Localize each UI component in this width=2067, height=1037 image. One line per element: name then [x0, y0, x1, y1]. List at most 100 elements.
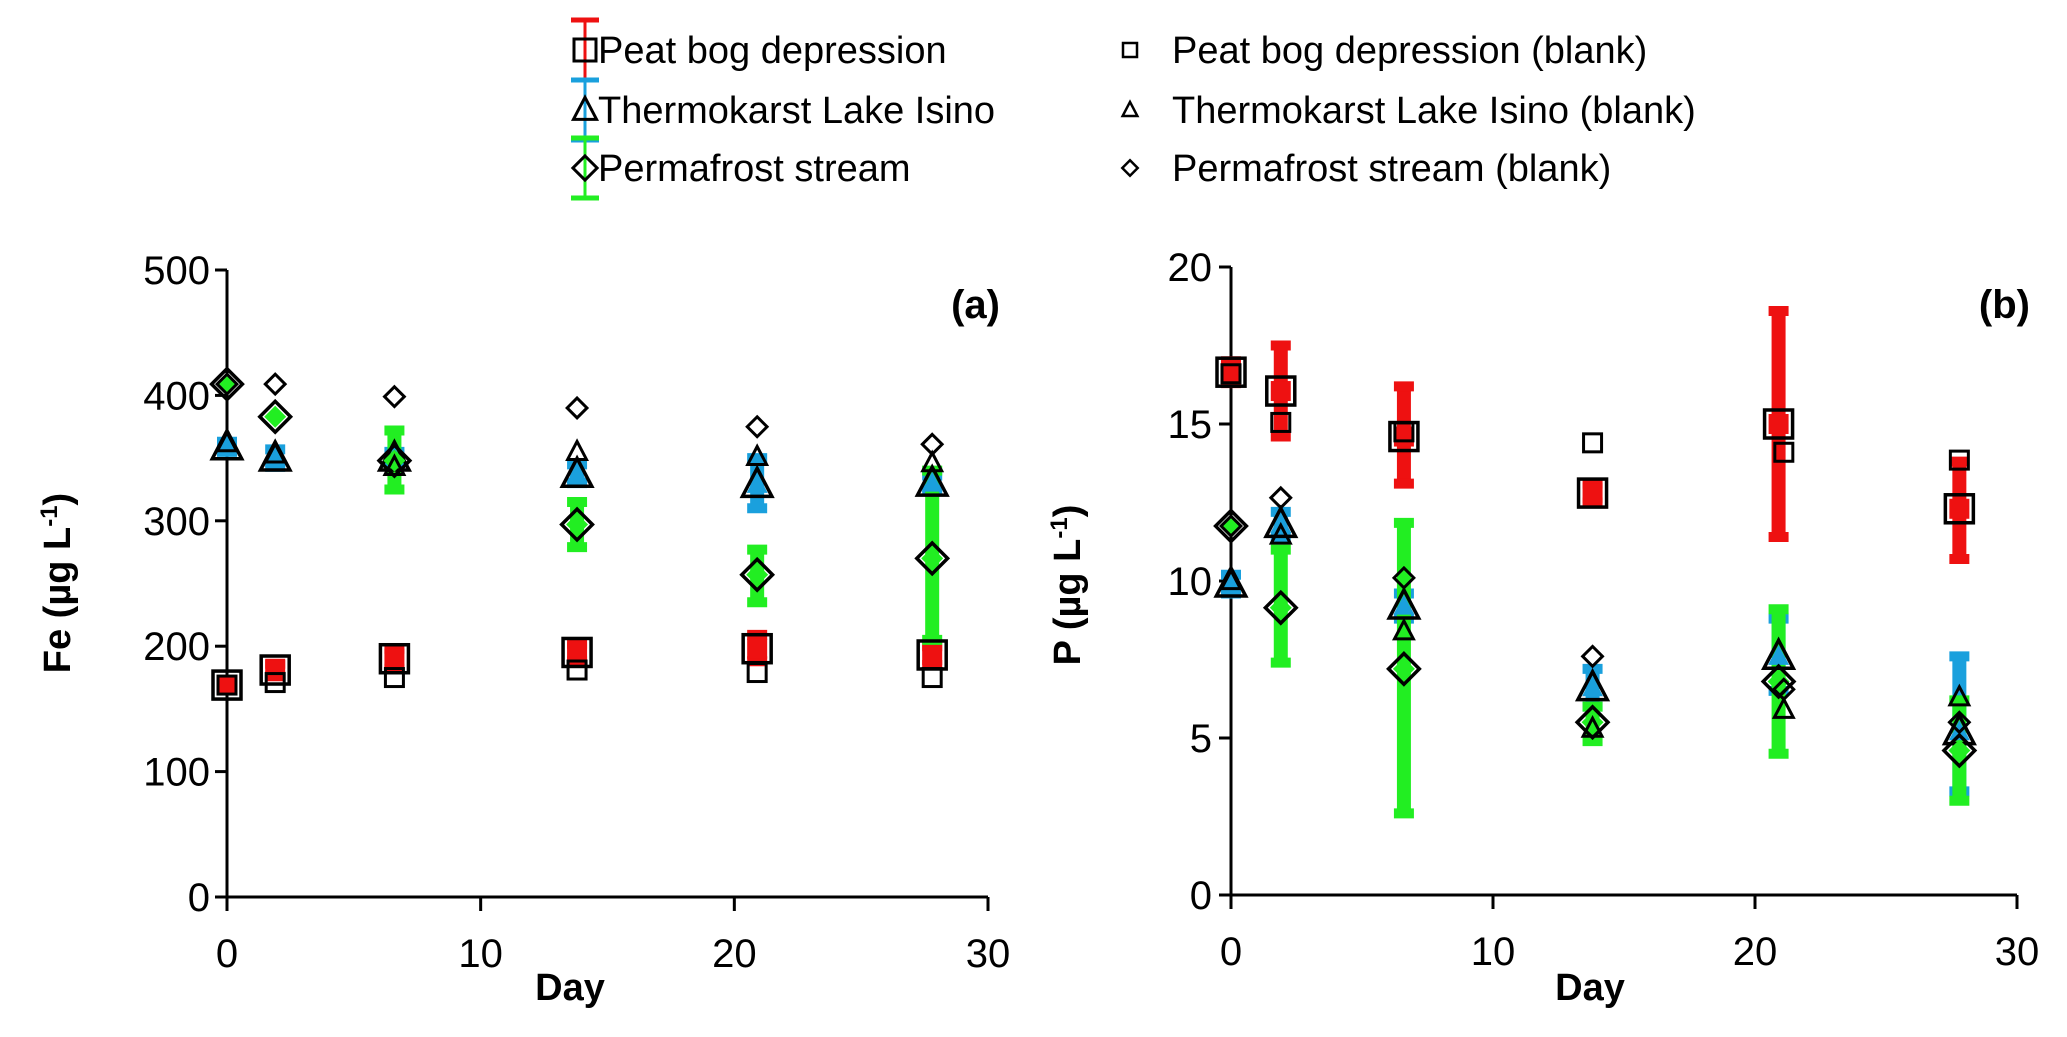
thermokarst-lake-isino-blank-marker: [920, 449, 945, 473]
thermokarst-lake-isino-marker: [1263, 504, 1299, 539]
y-tick-label: 5: [1190, 717, 1212, 761]
x-tick-label: 20: [712, 932, 757, 976]
thermokarst-lake-isino-marker-fill: [746, 472, 768, 493]
permafrost-stream-marker-fill: [1269, 596, 1292, 619]
permafrost-stream-marker-fill: [921, 547, 944, 570]
permafrost-stream-blank-marker: [214, 372, 240, 397]
peat-bog-depression-blank-marker: [566, 659, 588, 681]
x-tick-label: 0: [1220, 930, 1242, 974]
legend-diamond-icon: [570, 153, 600, 183]
legend-item-thermokarst-lake-isino-blank: Thermokarst Lake Isino (blank): [1120, 90, 1696, 132]
peat-bog-depression-blank-marker: [1270, 411, 1292, 433]
peat-bog-depression-blank-marker: [216, 674, 238, 696]
thermokarst-lake-isino-marker-fill: [1582, 676, 1604, 697]
permafrost-stream-blank-marker: [920, 432, 945, 457]
legend-label: Peat bog depression: [598, 30, 947, 72]
permafrost-stream-marker: [1213, 508, 1249, 544]
peat-bog-depression-marker: [1265, 375, 1297, 407]
permafrost-stream-blank-marker: [1218, 514, 1244, 539]
peat-bog-depression-blank-marker: [921, 667, 943, 689]
peat-bog-depression-marker-fill: [1768, 414, 1789, 434]
permafrost-stream-blank-marker: [1268, 485, 1293, 510]
y-axis-title: Fe (µg L-1): [36, 493, 80, 673]
peat-bog-depression-marker-fill: [1270, 381, 1291, 402]
thermokarst-lake-isino-blank-marker: [1268, 521, 1293, 545]
peat-bog-depression-marker: [1762, 408, 1795, 440]
permafrost-stream-marker: [1760, 663, 1797, 700]
permafrost-stream-marker-fill: [746, 563, 769, 586]
permafrost-stream-blank-marker: [1580, 644, 1605, 669]
y-tick-label: 100: [143, 751, 210, 795]
legend-triangle-icon: [1120, 99, 1140, 118]
peat-bog-depression-marker-fill: [567, 642, 588, 663]
legend-label: Thermokarst Lake Isino: [598, 90, 995, 132]
permafrost-stream-marker: [1386, 651, 1422, 687]
thermokarst-lake-isino-blank-marker: [1580, 715, 1605, 738]
peat-bog-depression-marker: [561, 636, 593, 669]
legend-label: Permafrost stream: [598, 148, 911, 190]
y-tick-label: 200: [143, 625, 210, 669]
thermokarst-lake-isino-marker: [914, 463, 950, 497]
y-tick-label: 15: [1168, 403, 1213, 447]
legend-item-thermokarst-lake-isino: Thermokarst Lake Isino: [570, 77, 995, 143]
x-tick-label: 30: [966, 932, 1011, 976]
peat-bog-depression-marker-fill: [1393, 426, 1414, 447]
peat-bog-depression-blank-marker: [383, 667, 405, 689]
permafrost-stream-blank-marker: [745, 414, 770, 439]
thermokarst-lake-isino-marker: [1574, 667, 1611, 702]
peat-bog-depression-marker: [378, 642, 411, 675]
permafrost-stream-marker: [257, 398, 294, 435]
peat-bog-depression-marker-fill: [922, 644, 943, 665]
legend-diamond-icon: [1120, 158, 1140, 178]
legend-label: Thermokarst Lake Isino (blank): [1172, 90, 1696, 132]
permafrost-stream-marker-fill: [1948, 739, 1971, 762]
y-axis-title: P (µg L-1): [1046, 505, 1090, 666]
peat-bog-depression-marker: [211, 669, 243, 701]
peat-bog-depression-marker-fill: [1949, 498, 1970, 519]
peat-bog-depression-marker-fill: [1221, 362, 1241, 383]
peat-bog-depression-marker-fill: [1582, 483, 1603, 504]
thermokarst-lake-isino-marker-fill: [1393, 594, 1415, 615]
thermokarst-lake-isino-blank-marker: [263, 440, 288, 464]
permafrost-stream-marker: [914, 540, 951, 577]
permafrost-stream-marker-fill: [566, 513, 589, 536]
legend-square-icon: [1121, 41, 1139, 59]
legend-label: Peat bog depression (blank): [1172, 30, 1647, 72]
permafrost-stream-marker-fill: [1767, 670, 1790, 693]
y-tick-label: 10: [1168, 560, 1213, 604]
x-tick-label: 10: [1471, 930, 1516, 974]
permafrost-stream-marker: [739, 556, 776, 593]
panel-b-p: 0 5 10 15 20 0 10 20 30 Day P (µg L-1) (b): [1046, 246, 2040, 1009]
permafrost-stream-marker: [209, 366, 245, 402]
permafrost-stream-blank-marker: [565, 395, 590, 420]
peat-bog-depression-blank-marker: [1582, 432, 1604, 454]
permafrost-stream-marker: [1262, 589, 1299, 626]
permafrost-stream-blank-marker: [1947, 710, 1972, 735]
peat-bog-depression-marker-fill: [217, 675, 237, 696]
x-tick-label: 10: [458, 932, 503, 976]
thermokarst-lake-isino-blank-marker: [565, 438, 589, 461]
legend-label: Permafrost stream (blank): [1172, 148, 1611, 190]
permafrost-stream-blank-marker: [1771, 677, 1796, 702]
thermokarst-lake-isino-blank-marker: [1771, 696, 1796, 719]
permafrost-stream-marker-fill: [1392, 657, 1415, 680]
thermokarst-lake-isino-blank-marker: [1219, 567, 1243, 591]
x-tick-label: 0: [216, 932, 238, 976]
peat-bog-depression-marker: [1576, 477, 1609, 509]
y-tick-label: 300: [143, 500, 210, 544]
permafrost-stream-blank-marker: [1391, 565, 1416, 590]
permafrost-stream-marker-fill: [264, 405, 287, 428]
thermokarst-lake-isino-marker-fill: [921, 471, 943, 492]
panel-label: (a): [951, 283, 1000, 327]
permafrost-stream-blank-marker: [263, 372, 288, 397]
peat-bog-depression-marker-fill: [265, 660, 286, 681]
peat-bog-depression-marker: [1943, 493, 1976, 525]
y-tick-label: 400: [143, 374, 210, 418]
thermokarst-lake-isino-marker: [559, 454, 595, 489]
thermokarst-lake-isino-blank-marker: [1947, 683, 1972, 707]
panel-label: (b): [1979, 283, 2030, 327]
thermokarst-lake-isino-blank-marker: [1391, 617, 1416, 641]
y-tick-label: 0: [1190, 874, 1212, 918]
peat-bog-depression-blank-marker: [1948, 449, 1970, 471]
